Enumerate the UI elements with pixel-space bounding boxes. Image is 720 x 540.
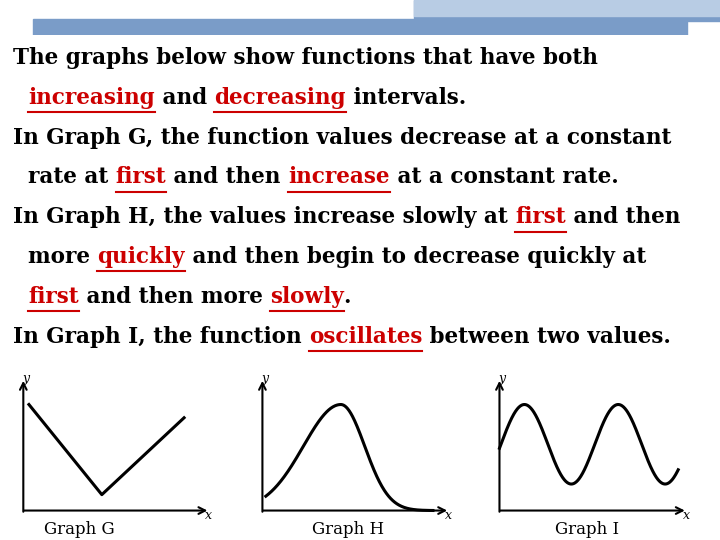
Text: In Graph G, the function values decrease at a constant: In Graph G, the function values decrease… <box>13 126 671 149</box>
Text: and then begin to decrease quickly at: and then begin to decrease quickly at <box>185 246 647 268</box>
Text: first: first <box>116 166 166 188</box>
Bar <box>414 0 720 21</box>
Text: and then: and then <box>166 166 288 188</box>
Text: In Graph I, the function: In Graph I, the function <box>13 326 309 348</box>
Text: and: and <box>155 87 215 109</box>
Text: x: x <box>445 509 452 522</box>
Text: Graph I: Graph I <box>555 522 619 538</box>
Bar <box>414 0 720 16</box>
Text: In Graph H, the values increase slowly at: In Graph H, the values increase slowly a… <box>13 206 516 228</box>
Text: The graphs below show functions that have both: The graphs below show functions that hav… <box>13 47 598 69</box>
Text: y: y <box>261 372 269 385</box>
Text: first: first <box>516 206 566 228</box>
Bar <box>32 19 688 35</box>
Text: slowly: slowly <box>270 286 343 308</box>
Text: more: more <box>13 246 97 268</box>
Text: decreasing: decreasing <box>215 87 346 109</box>
Text: .: . <box>343 286 351 308</box>
Text: oscillates: oscillates <box>309 326 423 348</box>
Text: y: y <box>23 372 30 385</box>
Text: quickly: quickly <box>97 246 185 268</box>
Text: y: y <box>498 372 505 385</box>
Text: increase: increase <box>288 166 390 188</box>
Text: at a constant rate.: at a constant rate. <box>390 166 618 188</box>
Text: Graph H: Graph H <box>312 522 384 538</box>
Text: and then more: and then more <box>78 286 270 308</box>
Text: Graph G: Graph G <box>44 522 114 538</box>
Text: rate at: rate at <box>13 166 116 188</box>
Text: between two values.: between two values. <box>423 326 671 348</box>
Text: first: first <box>28 286 78 308</box>
Text: increasing: increasing <box>28 87 155 109</box>
Text: and then: and then <box>566 206 680 228</box>
Text: x: x <box>683 509 690 522</box>
Text: x: x <box>204 509 212 522</box>
Text: intervals.: intervals. <box>346 87 466 109</box>
